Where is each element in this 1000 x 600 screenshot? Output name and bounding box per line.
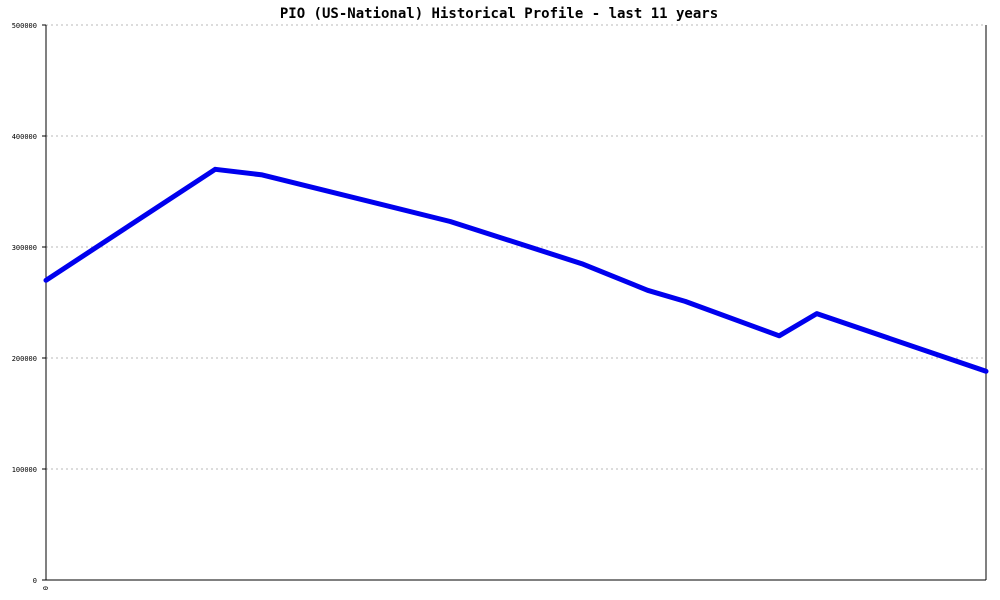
grid-lines	[46, 24, 986, 470]
y-tick-label: 100000	[12, 466, 37, 474]
axes	[45, 25, 987, 581]
y-tick-label: 400000	[12, 133, 37, 141]
x-tick-label: 0	[42, 586, 50, 590]
y-tick-labels: 0 100000 200000 300000 400000 500000	[12, 22, 46, 585]
y-tick-label: 500000	[12, 22, 37, 30]
y-tick-label: 0	[33, 577, 37, 585]
x-tick-labels: 0	[42, 586, 50, 590]
y-tick-label: 300000	[12, 244, 37, 252]
data-series	[43, 166, 989, 374]
series-line	[43, 166, 989, 374]
chart-title: PIO (US-National) Historical Profile - l…	[280, 6, 718, 22]
y-tick-label: 200000	[12, 355, 37, 363]
